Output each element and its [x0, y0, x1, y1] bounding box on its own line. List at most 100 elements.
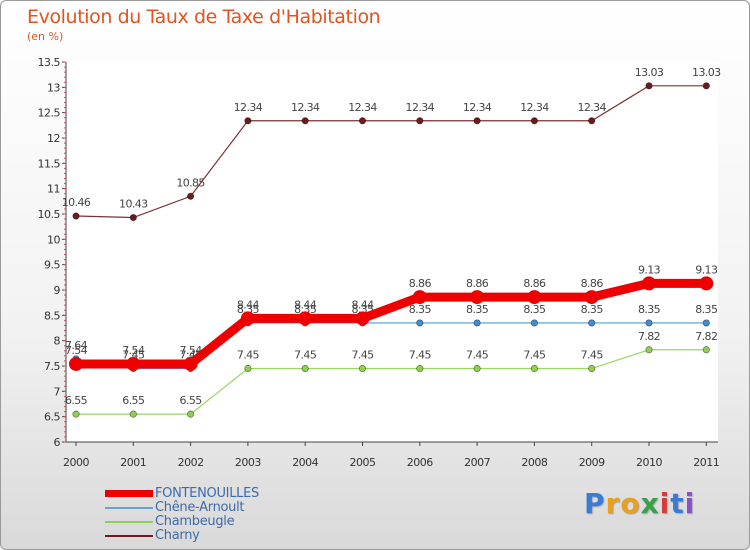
data-label-chambeugle: 7.45 [351, 349, 374, 362]
y-tick-label: 8.5 [44, 309, 60, 322]
data-label-fontenouilles: 7.54 [180, 344, 203, 357]
data-label-charny: 10.85 [176, 176, 205, 189]
data-point-fontenouilles [298, 311, 313, 326]
data-point-chambeugle [588, 364, 596, 373]
data-label-charny: 10.43 [119, 198, 148, 211]
data-label-chambeugle: 7.82 [638, 330, 660, 343]
data-label-charny: 12.34 [348, 101, 377, 114]
logo-letter: t [670, 487, 685, 520]
data-point-fontenouilles [126, 356, 141, 371]
data-point-fontenouilles [470, 290, 485, 305]
legend-swatch-chene-arnoult [105, 507, 153, 509]
data-label-chambeugle: 7.45 [581, 349, 604, 362]
data-label-charny: 13.03 [692, 66, 721, 79]
data-label-fontenouilles: 8.44 [294, 298, 317, 311]
data-point-chambeugle [645, 346, 653, 354]
x-tick-label: 2002 [178, 456, 204, 469]
x-tick-label: 2005 [350, 456, 376, 469]
series-line-fontenouilles [71, 278, 711, 369]
data-label-fontenouilles: 7.54 [65, 344, 88, 357]
x-tick-label: 2008 [521, 456, 547, 469]
data-label-fontenouilles: 8.86 [581, 277, 604, 290]
y-tick-label: 12 [47, 132, 60, 145]
data-label-fontenouilles: 8.86 [466, 277, 489, 290]
data-point-charny [416, 117, 424, 125]
plot-area [66, 62, 718, 442]
data-label-fontenouilles: 9.13 [638, 263, 661, 276]
data-label-chambeugle: 7.45 [237, 349, 260, 362]
data-point-chambeugle [301, 364, 309, 373]
y-tick-label: 11 [47, 183, 60, 196]
data-label-chene-arnoult: 7.45 [122, 349, 145, 362]
data-label-fontenouilles: 8.44 [351, 298, 374, 311]
data-label-fontenouilles: 8.86 [523, 277, 546, 290]
data-point-chene-arnoult [645, 319, 653, 327]
data-point-chambeugle [702, 346, 710, 354]
data-point-charny [72, 212, 80, 220]
chart-title: Evolution du Taux de Taxe d'Habitation [27, 6, 381, 28]
data-point-charny [530, 117, 539, 125]
x-tick-label: 2001 [120, 456, 146, 469]
data-label-chambeugle: 6.55 [180, 394, 203, 407]
y-tick-label: 11.5 [38, 157, 61, 170]
legend-label-charny: Charny [155, 528, 200, 543]
y-axis-unit-label: (en %) [27, 30, 64, 43]
x-tick-label: 2006 [407, 456, 433, 469]
legend-label-fontenouilles: FONTENOUILLES [155, 486, 259, 501]
x-tick-label: 2004 [292, 456, 318, 469]
data-point-fontenouilles [584, 290, 599, 305]
y-tick-label: 6.5 [44, 411, 60, 424]
y-tick-label: 9.5 [44, 259, 60, 272]
data-point-fontenouilles [69, 356, 83, 371]
legend-swatch-fontenouilles [105, 490, 153, 497]
logo-letter: i [659, 487, 671, 520]
y-tick-label: 13 [47, 81, 60, 94]
data-point-chambeugle [244, 364, 252, 373]
x-tick-label: 2000 [63, 456, 89, 469]
legend-label-chene-arnoult: Chêne-Arnoult [155, 500, 245, 515]
data-label-charny: 12.34 [577, 101, 606, 114]
data-label-charny: 12.34 [406, 101, 435, 114]
proxiti-logo: Proxiti [584, 487, 695, 520]
data-point-chambeugle [530, 364, 539, 373]
legend-swatch-charny [105, 535, 153, 537]
data-label-chene-arnoult: 7.64 [65, 339, 88, 352]
data-point-charny [244, 117, 252, 125]
data-label-charny: 12.34 [463, 101, 492, 114]
data-point-fontenouilles [240, 311, 255, 326]
data-point-chene-arnoult [416, 319, 424, 327]
data-label-chene-arnoult: 8.35 [466, 303, 489, 316]
data-label-chambeugle: 7.45 [294, 349, 317, 362]
data-point-charny [187, 192, 195, 200]
data-label-charny: 12.34 [520, 101, 549, 114]
data-point-charny [645, 82, 653, 90]
data-label-chambeugle: 7.45 [409, 349, 432, 362]
data-label-chambeugle: 7.45 [523, 349, 546, 362]
data-point-charny [473, 117, 481, 125]
data-point-fontenouilles [183, 356, 198, 371]
data-label-charny: 12.34 [291, 101, 320, 114]
series-line-chene-arnoult [75, 322, 707, 370]
data-point-charny [702, 82, 710, 90]
x-tick-label: 2010 [636, 456, 662, 469]
data-label-chene-arnoult: 8.35 [523, 303, 546, 316]
data-point-chambeugle [473, 364, 481, 373]
x-tick-label: 2009 [579, 456, 605, 469]
data-label-fontenouilles: 8.86 [409, 277, 432, 290]
data-label-charny: 12.34 [234, 101, 263, 114]
data-label-chambeugle: 7.82 [695, 330, 717, 343]
data-label-fontenouilles: 9.13 [695, 263, 718, 276]
data-point-charny [588, 117, 596, 125]
y-tick-label: 8 [54, 335, 61, 348]
data-point-chambeugle [129, 410, 137, 418]
data-label-charny: 13.03 [635, 66, 664, 79]
x-tick-label: 2011 [693, 456, 719, 469]
data-point-charny [358, 117, 367, 125]
y-tick-label: 7 [54, 385, 61, 398]
data-label-chambeugle: 7.45 [466, 349, 489, 362]
data-point-fontenouilles [412, 290, 427, 305]
data-label-chambeugle: 6.55 [122, 394, 145, 407]
logo-letter: o [620, 487, 641, 520]
